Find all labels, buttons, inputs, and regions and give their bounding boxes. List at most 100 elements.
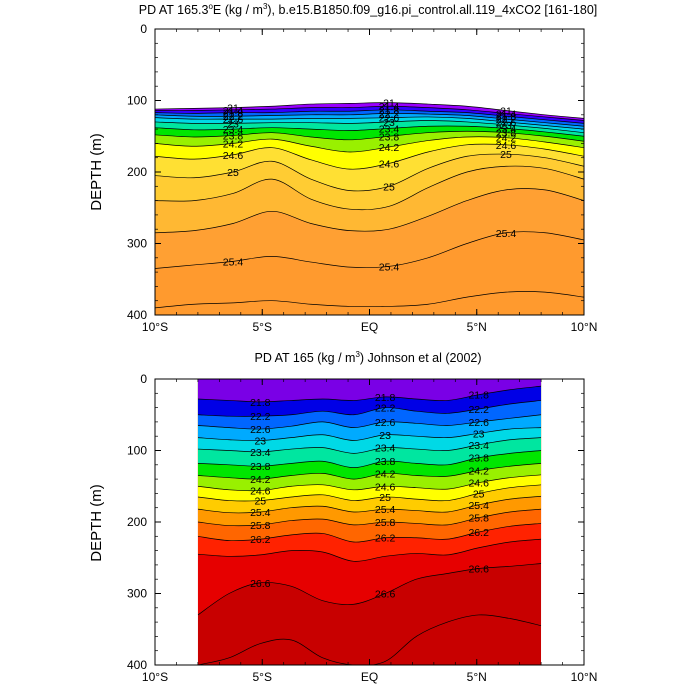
y-tick-label: 400 [127, 658, 147, 672]
contour-line-22-2 [155, 113, 584, 127]
contour-label: 24.6 [250, 486, 271, 498]
y-tick-label: 200 [127, 515, 147, 529]
contour-label: 23.4 [496, 123, 517, 135]
contour-label: 21.8 [496, 111, 517, 123]
contour-label: 25.4 [496, 228, 517, 240]
contour-label: 25 [500, 149, 512, 161]
contour-line-23 [197, 427, 542, 441]
contour-line-23-8 [197, 450, 542, 469]
contour-label: 22.6 [250, 424, 271, 436]
contour-label: 24.2 [379, 142, 400, 154]
contour-label: 24.6 [223, 150, 244, 162]
contour-label: 23.8 [375, 456, 396, 468]
contour-label: 22.2 [468, 404, 489, 416]
top-panel-ylabel: DEPTH (m) [88, 133, 105, 211]
contour-label: 22.6 [223, 114, 244, 126]
contour-label: 21.8 [468, 390, 489, 402]
contour-label: 24.6 [496, 140, 517, 152]
contour-label: 21.8 [250, 397, 271, 409]
contour-label: 25 [379, 492, 391, 504]
contour-label: 22.2 [496, 114, 517, 126]
contour-label: 22.2 [250, 411, 271, 423]
contour-label: 21.8 [223, 108, 244, 120]
contour-label: 21.8 [379, 105, 400, 117]
bottom-panel-ylabel: DEPTH (m) [88, 484, 105, 562]
contour-label: 24.6 [468, 478, 489, 490]
x-tick-label: 10°N [571, 670, 598, 684]
contour-label: 25.8 [250, 520, 271, 532]
contour-label: 23.4 [223, 124, 244, 136]
y-tick-label: 300 [127, 587, 147, 601]
contour-line-25-4 [197, 495, 542, 514]
contour-label: 23 [379, 430, 391, 442]
contour-label: 25 [227, 167, 239, 179]
contour-line-23 [155, 120, 584, 134]
contour-label: 21 [383, 98, 395, 110]
contour-label: 23.4 [375, 443, 396, 455]
contour-line-21-8 [197, 385, 542, 403]
bottom-panel: PD AT 165 (kg / m3) Johnson et al (2002)… [88, 350, 597, 684]
y-tick-label: 200 [127, 165, 147, 179]
contour-label: 25 [383, 181, 395, 193]
x-tick-label: 10°S [142, 320, 168, 334]
contour-label: 23 [500, 120, 512, 132]
contour-label: 23.4 [468, 440, 489, 452]
contour-label: 23 [473, 428, 485, 440]
contour-line-25 [197, 484, 542, 502]
contour-label: 24.2 [223, 138, 244, 150]
contour-label: 24.6 [379, 158, 400, 170]
contour-label: 24.2 [496, 133, 517, 145]
contour-line-26-8 [197, 614, 542, 665]
contour-label: 23.8 [496, 128, 517, 140]
top-panel-title: PD AT 165.3oE (kg / m3), b.e15.B1850.f09… [139, 2, 598, 17]
contour-label: 26.2 [468, 527, 489, 539]
y-tick-label: 0 [140, 372, 147, 386]
contour-line-24-6 [155, 143, 584, 170]
contour-label: 26.2 [250, 534, 271, 546]
bottom-panel-title: PD AT 165 (kg / m3) Johnson et al (2002) [254, 350, 481, 365]
y-tick-label: 100 [127, 94, 147, 108]
contour-label: 23 [383, 117, 395, 129]
x-tick-label: 5°N [467, 670, 487, 684]
contour-label: 25 [473, 488, 485, 500]
contour-label: 24.2 [250, 474, 271, 486]
contour-line-21-4 [155, 105, 584, 121]
y-tick-label: 300 [127, 237, 147, 251]
contour-label: 24.2 [468, 466, 489, 478]
contour-line-24-6 [197, 474, 542, 492]
contour-label: 22.6 [496, 117, 517, 129]
contour-line-24-2 [155, 136, 584, 153]
contour-label: 23 [227, 118, 239, 130]
contour-label: 25.4 [468, 500, 489, 512]
contour-label: 25.4 [223, 256, 244, 268]
x-tick-label: 5°S [253, 320, 272, 334]
contour-label: 22.6 [375, 417, 396, 429]
contour-line-25 [155, 153, 584, 192]
contour-line-21 [155, 102, 584, 119]
contour-label: 26.2 [375, 533, 396, 545]
y-tick-label: 0 [140, 22, 147, 36]
contour-label: 25 [254, 496, 266, 508]
contour-line-25-3 [155, 188, 584, 234]
contour-label: 23.8 [379, 131, 400, 143]
contour-label: 22.6 [468, 417, 489, 429]
contour-label: 21.4 [379, 101, 400, 113]
y-tick-label: 100 [127, 444, 147, 458]
contour-label: 26.6 [250, 578, 271, 590]
contour-label: 21.8 [375, 392, 396, 404]
contour-label: 25.4 [250, 507, 271, 519]
contour-label: 23.8 [223, 131, 244, 143]
contour-line-22-6 [197, 414, 542, 430]
contour-line-23-4 [155, 125, 584, 137]
contour-line-25-2 [155, 165, 584, 211]
contour-label: 21 [227, 103, 239, 115]
contour-label: 26.6 [468, 563, 489, 575]
x-tick-label: 10°N [571, 320, 598, 334]
contour-label: 25.4 [379, 261, 400, 273]
contour-label: 22.6 [379, 113, 400, 125]
contour-label: 21.4 [496, 108, 517, 120]
contour-fill-surface [155, 29, 584, 119]
contour-line-25-8 [197, 508, 542, 527]
x-tick-label: 10°S [142, 670, 168, 684]
